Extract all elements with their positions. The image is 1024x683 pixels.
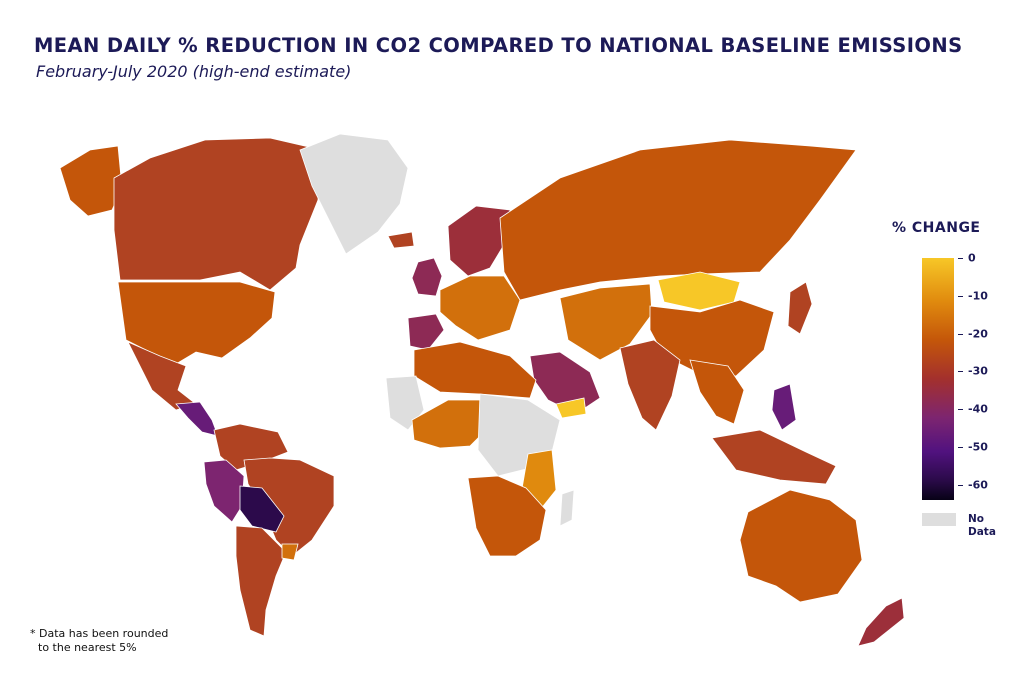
legend-tick-label: -10 xyxy=(968,289,988,303)
region-alaska xyxy=(59,145,123,217)
chart-title: MEAN DAILY % REDUCTION IN CO2 COMPARED T… xyxy=(34,34,963,57)
region-north-africa xyxy=(413,341,537,399)
legend-tick-label: -60 xyxy=(968,478,988,492)
region-southeast-asia xyxy=(689,359,745,425)
no-data-label: No Data xyxy=(968,513,996,538)
region-uk-ireland xyxy=(411,257,443,297)
region-madagascar xyxy=(559,489,575,527)
region-peru-ecuador xyxy=(203,459,245,523)
region-philippines xyxy=(771,383,797,431)
region-central-america xyxy=(175,401,219,437)
region-scandinavia xyxy=(447,205,511,277)
legend-tick-mark xyxy=(958,447,963,448)
region-southern-africa xyxy=(467,475,547,557)
region-iberia xyxy=(407,313,445,351)
legend-tick-label: -40 xyxy=(968,402,988,416)
region-russia xyxy=(499,139,857,301)
legend-tick-mark xyxy=(958,334,963,335)
legend-tick-mark xyxy=(958,258,963,259)
region-argentina-chile xyxy=(235,525,287,637)
legend-tick-label: 0 xyxy=(968,251,976,265)
footnote: * Data has been rounded to the nearest 5… xyxy=(30,627,168,655)
region-iceland xyxy=(387,231,415,249)
legend-title: % CHANGE xyxy=(892,220,981,236)
region-greenland xyxy=(299,133,409,255)
region-yemen xyxy=(555,397,587,419)
legend-tick-mark xyxy=(958,296,963,297)
region-bolivia-paraguay xyxy=(239,485,285,533)
legend-tick-label: -30 xyxy=(968,364,988,378)
region-india xyxy=(619,339,681,431)
no-data-swatch xyxy=(922,513,956,526)
legend-color-scale xyxy=(922,258,954,500)
chart-subtitle: February-July 2020 (high-end estimate) xyxy=(36,62,352,81)
legend-tick-mark xyxy=(958,485,963,486)
region-mexico xyxy=(127,341,197,411)
footnote-line-1: * Data has been rounded xyxy=(30,627,169,640)
region-australia xyxy=(739,489,863,603)
footnote-line-2: to the nearest 5% xyxy=(38,641,137,654)
legend-tick-mark xyxy=(958,409,963,410)
region-new-zealand xyxy=(857,597,905,647)
legend-tick-label: -20 xyxy=(968,327,988,341)
region-indonesia xyxy=(711,429,837,485)
region-canada xyxy=(113,137,323,291)
legend-tick-label: -50 xyxy=(968,440,988,454)
legend-tick-mark xyxy=(958,371,963,372)
region-central-asia xyxy=(559,283,653,361)
region-uruguay xyxy=(281,543,299,561)
region-japan xyxy=(787,281,813,335)
region-western-europe xyxy=(439,275,521,341)
